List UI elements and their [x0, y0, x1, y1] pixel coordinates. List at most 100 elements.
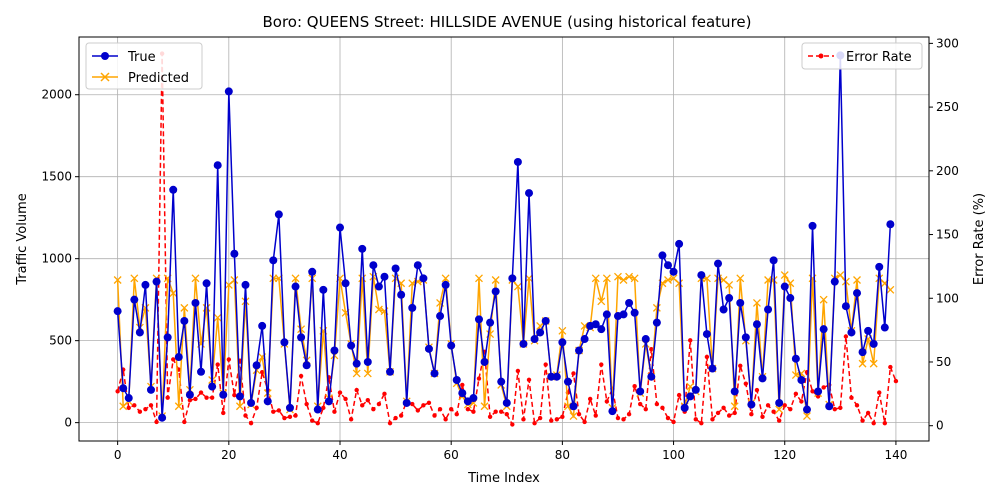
point-error-rate: [293, 413, 298, 418]
point-true: [424, 344, 433, 353]
point-error-rate: [476, 376, 482, 381]
point-true: [324, 397, 333, 406]
point-true: [502, 398, 511, 407]
point-true: [241, 280, 250, 289]
point-error-rate: [604, 399, 610, 404]
point-true: [764, 305, 773, 314]
point-true: [758, 374, 767, 383]
point-predicted: [480, 402, 489, 411]
point-error-rate: [793, 391, 799, 397]
point-true: [536, 328, 545, 337]
point-error-rate: [510, 422, 515, 427]
y-tick-label: 500: [49, 334, 72, 348]
point-true: [786, 294, 795, 303]
point-true: [630, 308, 639, 317]
point-predicted: [169, 289, 178, 298]
point-error-rate: [243, 413, 248, 418]
point-error-rate: [348, 417, 354, 422]
point-true: [797, 376, 806, 385]
point-error-rate: [343, 396, 348, 402]
point-true: [619, 310, 628, 319]
point-true: [113, 307, 122, 316]
point-true: [547, 372, 556, 381]
point-predicted: [803, 412, 811, 421]
point-error-rate: [726, 413, 732, 418]
point-predicted: [491, 276, 500, 284]
point-error-rate: [526, 377, 532, 383]
y-tick-label: 1000: [41, 252, 72, 266]
point-error-rate: [632, 383, 637, 389]
point-error-rate: [393, 415, 398, 421]
point-predicted: [752, 298, 761, 307]
y2-tick-label: 0: [936, 419, 944, 433]
point-error-rate: [421, 403, 426, 408]
point-true: [402, 398, 411, 407]
point-error-rate: [115, 389, 120, 394]
point-true: [736, 298, 745, 307]
point-predicted: [374, 305, 383, 314]
point-true: [330, 346, 339, 355]
point-true: [825, 402, 834, 411]
point-predicted: [241, 297, 250, 306]
point-predicted: [130, 274, 139, 283]
point-true: [285, 403, 294, 412]
point-error-rate: [432, 413, 437, 418]
point-predicted: [213, 313, 222, 322]
point-error-rate: [143, 406, 148, 412]
point-error-rate: [671, 419, 676, 425]
point-predicted: [174, 402, 183, 411]
point-error-rate: [749, 412, 754, 417]
series-layer: [113, 51, 899, 427]
y-axis-title: Traffic Volume: [15, 193, 30, 286]
point-true: [280, 338, 289, 347]
point-predicted: [614, 272, 622, 281]
x-tick-label: 120: [773, 448, 796, 462]
point-true: [163, 333, 172, 342]
point-true: [308, 267, 317, 276]
point-true: [702, 330, 711, 339]
point-true: [608, 407, 617, 416]
point-true: [847, 328, 856, 337]
point-predicted: [886, 285, 895, 294]
point-error-rate: [599, 362, 604, 367]
point-error-rate: [365, 398, 370, 403]
point-true: [875, 262, 884, 271]
point-error-rate: [871, 420, 876, 426]
point-error-rate: [626, 412, 632, 417]
point-true: [313, 405, 322, 414]
point-true: [880, 323, 889, 332]
point-error-rate: [321, 405, 326, 411]
point-predicted: [736, 274, 745, 283]
point-true: [219, 390, 228, 399]
point-true: [291, 282, 300, 291]
point-true: [458, 389, 467, 398]
point-true: [146, 385, 155, 394]
point-true: [886, 220, 895, 229]
y2-tick-label: 300: [936, 36, 959, 50]
point-true: [652, 318, 661, 327]
point-error-rate: [649, 347, 654, 352]
point-error-rate: [198, 390, 204, 395]
x-tick-label: 60: [444, 448, 459, 462]
point-true: [258, 321, 267, 330]
point-error-rate: [487, 414, 493, 419]
point-error-rate: [298, 373, 304, 379]
point-predicted: [730, 402, 739, 411]
point-true: [247, 398, 256, 407]
legend-left: True Predicted: [85, 42, 203, 90]
point-error-rate: [676, 392, 682, 398]
point-error-rate: [148, 403, 154, 408]
x-axis-title: Time Index: [467, 471, 540, 486]
point-error-rate: [493, 409, 498, 414]
point-error-rate: [743, 381, 749, 386]
point-error-rate: [248, 420, 254, 426]
y-axis-left: 0 500 1000 1500 2000: [41, 88, 79, 430]
point-error-rate: [560, 414, 565, 419]
point-error-rate: [721, 405, 726, 411]
y2-tick-label: 150: [936, 228, 959, 242]
point-error-rate: [282, 415, 287, 421]
point-error-rate: [838, 405, 843, 411]
point-error-rate: [382, 391, 387, 397]
point-true: [791, 354, 800, 363]
